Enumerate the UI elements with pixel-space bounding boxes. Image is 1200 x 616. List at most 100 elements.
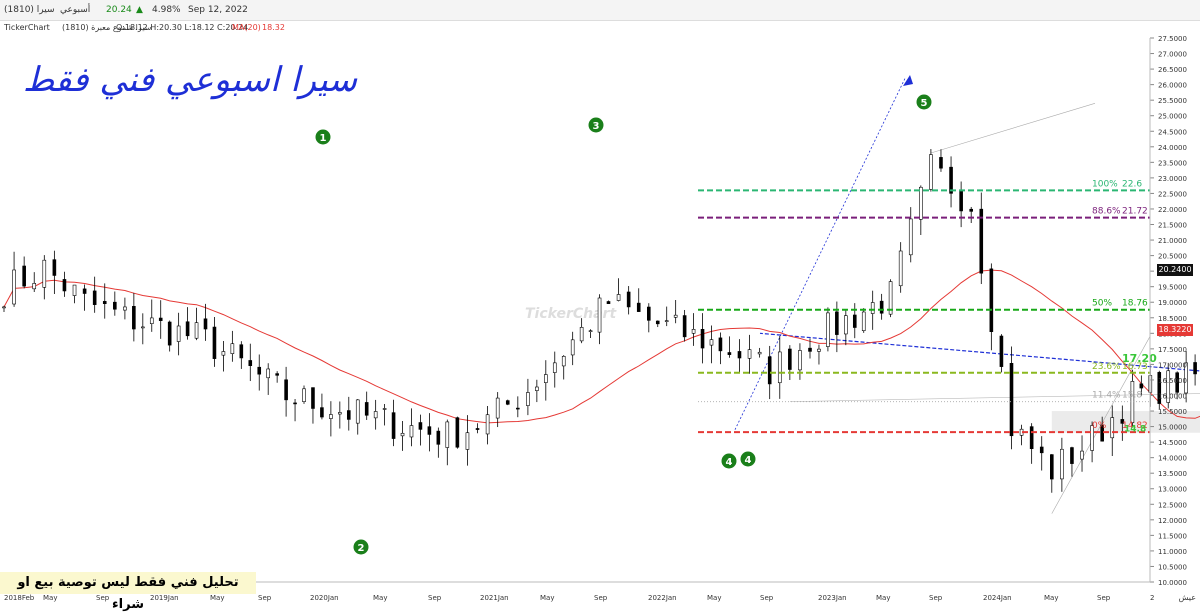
candle-body — [22, 265, 26, 287]
y-tick-label: 12.0000 — [1158, 517, 1187, 525]
y-tick-label: 11.0000 — [1158, 548, 1187, 556]
x-tick-label: 2023Jan — [818, 594, 847, 602]
current-price-tag: 20.2400 — [1157, 264, 1193, 276]
y-tick-label: 21.5000 — [1158, 222, 1187, 230]
candle-body — [52, 259, 57, 276]
fib-level-percent: 50% — [1092, 299, 1112, 309]
y-tick-label: 19.0000 — [1158, 299, 1187, 307]
x-tick-label: Sep — [929, 594, 943, 602]
candle-body — [230, 343, 235, 354]
projection-arrow-icon — [903, 75, 913, 86]
y-tick-label: 14.5000 — [1158, 439, 1187, 447]
candle-body — [320, 407, 324, 418]
y-tick-label: 17.5000 — [1158, 346, 1187, 354]
wave-label-circle — [588, 117, 604, 133]
timeframe-label[interactable]: أسبوعي — [60, 5, 91, 15]
candle-body — [757, 351, 762, 355]
candle-body — [455, 417, 460, 448]
candle-body — [969, 208, 974, 212]
candle-body — [1070, 447, 1074, 464]
projection-line — [734, 78, 906, 430]
candle-body — [888, 281, 893, 315]
y-tick-label: 10.0000 — [1158, 579, 1187, 587]
candle-body — [979, 208, 984, 274]
y-tick-label: 26.0000 — [1158, 82, 1187, 90]
candle-body — [898, 250, 903, 287]
candle-body — [718, 337, 723, 352]
fib-level-percent: 11.4% — [1092, 391, 1121, 401]
candle-body — [194, 322, 199, 339]
candle-body — [626, 291, 631, 308]
y-tick-label: 20.5000 — [1158, 253, 1187, 261]
y-tick-label: 22.0000 — [1158, 206, 1187, 214]
wave-label-text: 5 — [921, 98, 928, 109]
y-tick-label: 12.5000 — [1158, 501, 1187, 509]
wave-label-text: 3 — [593, 121, 600, 132]
x-tick-label: 2019Jan — [150, 594, 179, 602]
candle-body — [418, 422, 423, 430]
candle-body — [535, 386, 539, 391]
candle-body — [999, 335, 1004, 367]
ohlc-row: TickerChart سيرا شموع معبرة (1810) O:18.… — [0, 20, 1200, 34]
candle-body — [427, 426, 432, 435]
candle-body — [1080, 450, 1084, 460]
x-tick-label: 2020Jan — [310, 594, 339, 602]
x-tick-label: May — [43, 594, 57, 602]
candle-body — [248, 360, 253, 367]
wave-label-circle — [721, 453, 737, 469]
wave-label: 2 — [353, 539, 369, 555]
x-tick-label: 2021Jan — [480, 594, 509, 602]
x-tick-label: May — [373, 594, 387, 602]
wave-label-text: 4 — [726, 457, 733, 468]
candle-body — [616, 294, 621, 301]
candle-body — [1039, 446, 1044, 454]
x-tick-label: May — [210, 594, 224, 602]
wave-label-circle — [916, 94, 932, 110]
candle-body — [908, 218, 913, 256]
candle-body — [700, 329, 705, 349]
candle-body — [861, 311, 866, 331]
candle-body — [1193, 362, 1197, 375]
wave-label: 1 — [315, 129, 331, 145]
y-tick-label: 25.5000 — [1158, 97, 1187, 105]
candle-body — [606, 301, 611, 304]
y-tick-label: 24.0000 — [1158, 144, 1187, 152]
wave-label-text: 4 — [745, 455, 752, 466]
candle-body — [1090, 425, 1094, 451]
candle-body — [798, 350, 802, 371]
candle-body — [1157, 372, 1162, 404]
candle-body — [495, 397, 500, 419]
candle-body — [835, 311, 839, 335]
candle-body — [788, 348, 792, 370]
y-tick-label: 13.5000 — [1158, 470, 1187, 478]
price-annotation: 17.20 — [1122, 352, 1157, 365]
candle-body — [570, 339, 575, 356]
symbol-label[interactable]: سيرا (1810) — [4, 5, 55, 15]
candle-body — [561, 356, 566, 367]
price-annotation: 14.8 — [1124, 425, 1146, 435]
candle-body — [544, 374, 548, 383]
x-tick-label: Sep — [96, 594, 110, 602]
candle-body — [588, 330, 593, 332]
candle-body — [203, 318, 208, 330]
fib-level-percent: 100% — [1092, 179, 1118, 189]
chart-title-handwritten: سيرا اسبوعي فني فقط — [22, 60, 358, 100]
candle-body — [132, 306, 136, 330]
candle-body — [870, 302, 875, 314]
candle-body — [436, 430, 441, 445]
support-zone — [1051, 411, 1200, 433]
ma-label: MA(20) — [232, 23, 261, 32]
candle-body — [102, 301, 107, 304]
y-tick-label: 19.5000 — [1158, 284, 1187, 292]
candle-body — [597, 297, 602, 333]
y-tick-label: 13.0000 — [1158, 486, 1187, 494]
series-label: سيرا شموع معبرة (1810) — [62, 23, 152, 32]
x-tick-label: May — [540, 594, 554, 602]
candle-body — [646, 306, 651, 321]
candle-body — [526, 392, 530, 406]
x-tick-label: Sep — [428, 594, 442, 602]
candle-body — [391, 412, 396, 439]
candle-body — [1166, 370, 1171, 403]
candle-body — [141, 326, 145, 329]
